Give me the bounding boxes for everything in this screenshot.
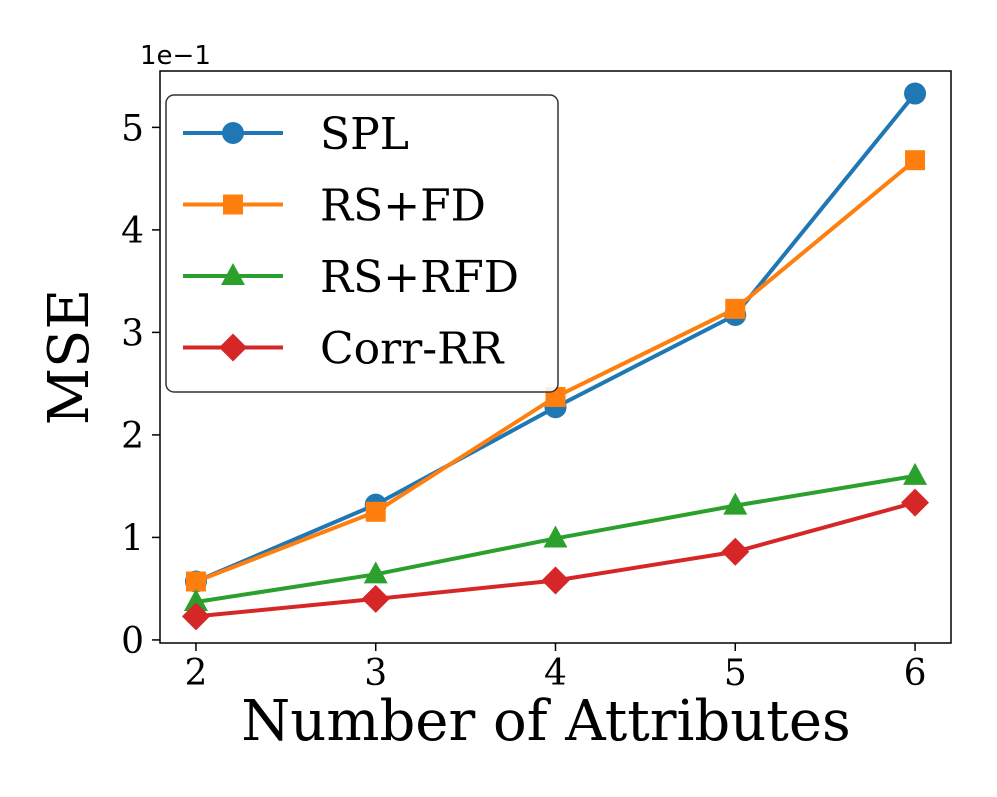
y-tick-label: 0 [121,621,144,662]
legend-entry-corr-rr: Corr-RR [183,324,505,375]
legend-label: Corr-RR [320,324,505,375]
series-corr-rr [181,488,930,631]
y-tick-label: 3 [121,313,144,354]
plot-area-frame [159,70,952,644]
y-tick-label: 2 [121,416,144,457]
data-point-rs-fd [725,298,746,319]
legend-entry-rs-fd: RS+FD [183,181,486,232]
x-tick-label: 6 [904,653,927,694]
y-axis-title: MSE [37,289,102,426]
x-tick-label: 2 [185,653,208,694]
data-point-corr-rr [361,584,390,613]
y-tick-label: 5 [121,108,144,149]
x-axis-title: Number of Attributes [241,689,850,754]
data-point-rs-fd [185,571,206,592]
legend-label: RS+RFD [320,252,519,303]
data-point-rs-rfd [903,462,928,485]
data-point-corr-rr [541,566,570,595]
data-point-rs-fd [365,501,386,522]
series-rs-fd [185,150,926,592]
legend-marker [223,194,243,215]
data-point-corr-rr [181,602,210,631]
legend-label: RS+FD [320,181,486,232]
x-tick-label: 5 [724,653,747,694]
data-point-rs-rfd [183,588,208,611]
data-point-rs-rfd [363,561,388,584]
data-point-corr-rr [721,537,750,566]
legend-label: SPL [320,109,409,160]
x-axis-ticks: 2 3 4 5 6 [185,643,927,694]
legend-marker [222,122,244,144]
legend-entry-spl: SPL [183,109,409,160]
data-point-rs-rfd [543,525,568,548]
x-tick-label: 3 [364,653,387,694]
y-tick-label: 4 [121,211,144,252]
data-point-rs-fd [905,150,926,171]
legend-entries: SPL RS+FD RS+RFD Corr-RR [183,109,519,375]
legend-box [165,94,559,393]
series-layer [181,82,930,631]
data-point-rs-rfd [723,492,748,515]
legend-marker [221,263,245,285]
legend: SPL RS+FD RS+RFD Corr-RR [165,94,559,393]
series-line-corr-rr [195,500,916,619]
data-point-spl [904,82,927,105]
legend-entry-rs-rfd: RS+RFD [183,252,519,303]
y-scale-label: 1e−1 [140,41,211,71]
y-axis-ticks: 0 1 2 3 4 5 [121,108,160,662]
legend-marker [219,333,247,362]
x-tick-label: 4 [544,653,567,694]
y-tick-label: 1 [121,518,144,559]
series-rs-rfd [183,462,928,611]
data-point-corr-rr [901,488,930,517]
